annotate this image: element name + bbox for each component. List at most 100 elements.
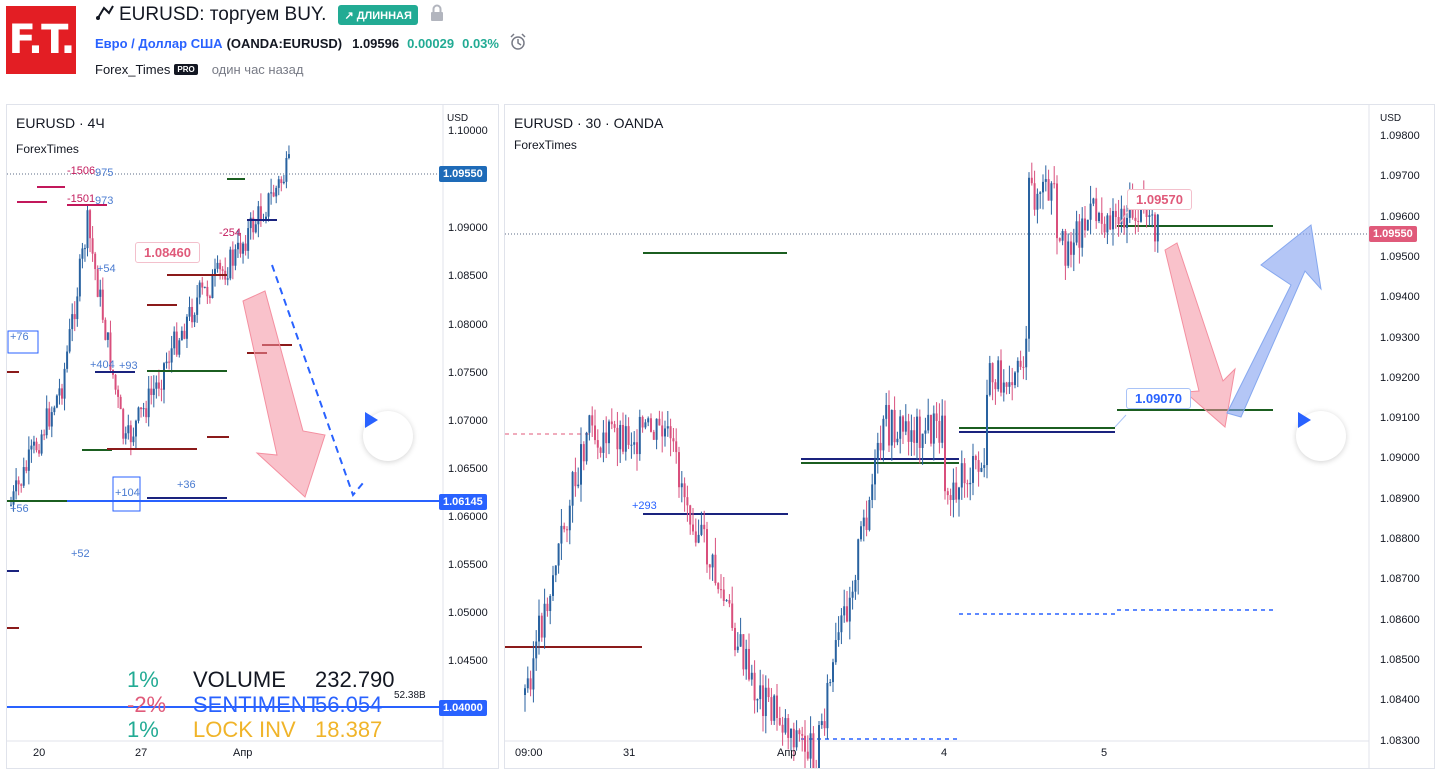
right-sell-callout: 1.09570: [1127, 189, 1192, 210]
left-play-button[interactable]: [363, 411, 413, 461]
candle-body: [963, 463, 966, 484]
candle-body: [1123, 208, 1126, 228]
candle-body: [267, 193, 270, 217]
candle-body: [946, 491, 949, 496]
candle-body: [722, 589, 725, 601]
candle-body: [585, 432, 588, 462]
candle-body: [145, 408, 148, 418]
candle-body: [1154, 214, 1156, 242]
right-axis-currency: USD: [1380, 113, 1402, 124]
left-price-tick: 1.08000: [448, 319, 488, 331]
candle-body: [45, 408, 48, 436]
candle-body: [613, 424, 616, 428]
candle-body: [1061, 231, 1064, 241]
candle-body: [272, 192, 275, 197]
candle-body: [918, 416, 921, 448]
candle-body: [790, 728, 792, 738]
candle-body: [823, 721, 826, 729]
candle-body: [983, 465, 986, 468]
candle-body: [837, 632, 840, 641]
candle-body: [672, 438, 675, 442]
candle-body: [1081, 218, 1084, 248]
candle-body: [664, 428, 666, 437]
candle-body: [134, 420, 137, 437]
left-level-label-2: 1.04000: [439, 700, 487, 716]
candle-body: [750, 672, 753, 680]
candle-body: [720, 589, 722, 591]
symbol-link[interactable]: Евро / Доллар США: [95, 36, 223, 51]
candle-body: [930, 414, 932, 444]
candle-body: [829, 682, 832, 684]
price-change: 0.00029: [407, 36, 455, 51]
left-price-tick: 1.09000: [448, 222, 488, 234]
candle-body: [781, 724, 784, 733]
candle-body: [150, 388, 153, 395]
candle-body: [282, 181, 285, 184]
left-price-tick: 1.08500: [448, 270, 488, 282]
candle-body: [546, 603, 549, 612]
candle-body: [986, 394, 988, 466]
legend-pct: 1%: [127, 717, 159, 742]
candle-body: [239, 242, 242, 254]
candle-body: [896, 438, 899, 443]
candle-body: [1072, 242, 1075, 255]
candle-body: [231, 249, 234, 266]
candle-body: [208, 296, 211, 299]
candle-body: [165, 361, 168, 364]
legend-value: 56.054: [315, 692, 383, 717]
candle-body: [71, 314, 74, 330]
right-sell-arrow: [1164, 242, 1236, 428]
candle-body: [83, 248, 86, 250]
candle-body: [725, 600, 728, 602]
author-link[interactable]: Forex_Times: [95, 62, 171, 77]
candle-body: [980, 467, 983, 472]
candle-body: [655, 418, 658, 440]
right-play-button[interactable]: [1296, 411, 1346, 461]
right-price-tick: 1.08800: [1380, 533, 1420, 545]
candle-body: [1145, 203, 1148, 217]
candle-body: [619, 424, 622, 450]
candle-body: [644, 422, 647, 428]
candle-body: [259, 206, 262, 221]
play-icon: [365, 412, 378, 428]
left-chart-title: EURUSD · 4Ч: [16, 115, 105, 131]
candle-body: [96, 269, 99, 297]
candle-body: [524, 688, 526, 695]
candle-body: [706, 529, 708, 565]
candle-body: [893, 410, 896, 443]
candle-body: [119, 396, 122, 410]
candle-body: [234, 249, 237, 266]
candle-body: [78, 258, 81, 297]
candle-body: [252, 217, 255, 233]
candle-body: [638, 416, 641, 455]
right-price-tick: 1.09000: [1380, 452, 1420, 465]
candle-body: [599, 447, 602, 453]
candle-body: [61, 388, 63, 399]
candle-body: [714, 554, 717, 584]
candle-body: [529, 678, 532, 690]
left-level-note: +56: [10, 503, 29, 515]
candle-body: [1022, 366, 1025, 368]
right-chart-panel[interactable]: EURUSD · 30 · OANDA ForexTimes USD 1.098…: [504, 104, 1435, 769]
candle-body: [1033, 183, 1036, 210]
candle-body: [857, 539, 860, 580]
candle-body: [1100, 212, 1103, 224]
left-level-box: [112, 476, 141, 512]
right-price-tick: 1.09500: [1380, 250, 1420, 263]
candle-body: [689, 505, 692, 525]
symbol-exchange[interactable]: (OANDA:EURUSD): [226, 36, 343, 51]
candle-body: [81, 248, 84, 259]
candle-body: [927, 414, 930, 431]
candle-body: [711, 554, 714, 568]
candle-body: [183, 330, 186, 339]
left-level-label: 1.06145: [439, 494, 487, 510]
candle-body: [532, 658, 535, 690]
candle-body: [809, 733, 812, 759]
left-level-note: 975: [95, 167, 114, 179]
alarm-icon[interactable]: [509, 33, 527, 54]
candle-body: [163, 363, 165, 390]
left-chart-panel[interactable]: EURUSD · 4Ч ForexTimes USD 1.10000 1.0900…: [6, 104, 499, 769]
candle-body: [787, 718, 790, 738]
candle-body: [50, 412, 53, 427]
candle-body: [762, 685, 764, 717]
